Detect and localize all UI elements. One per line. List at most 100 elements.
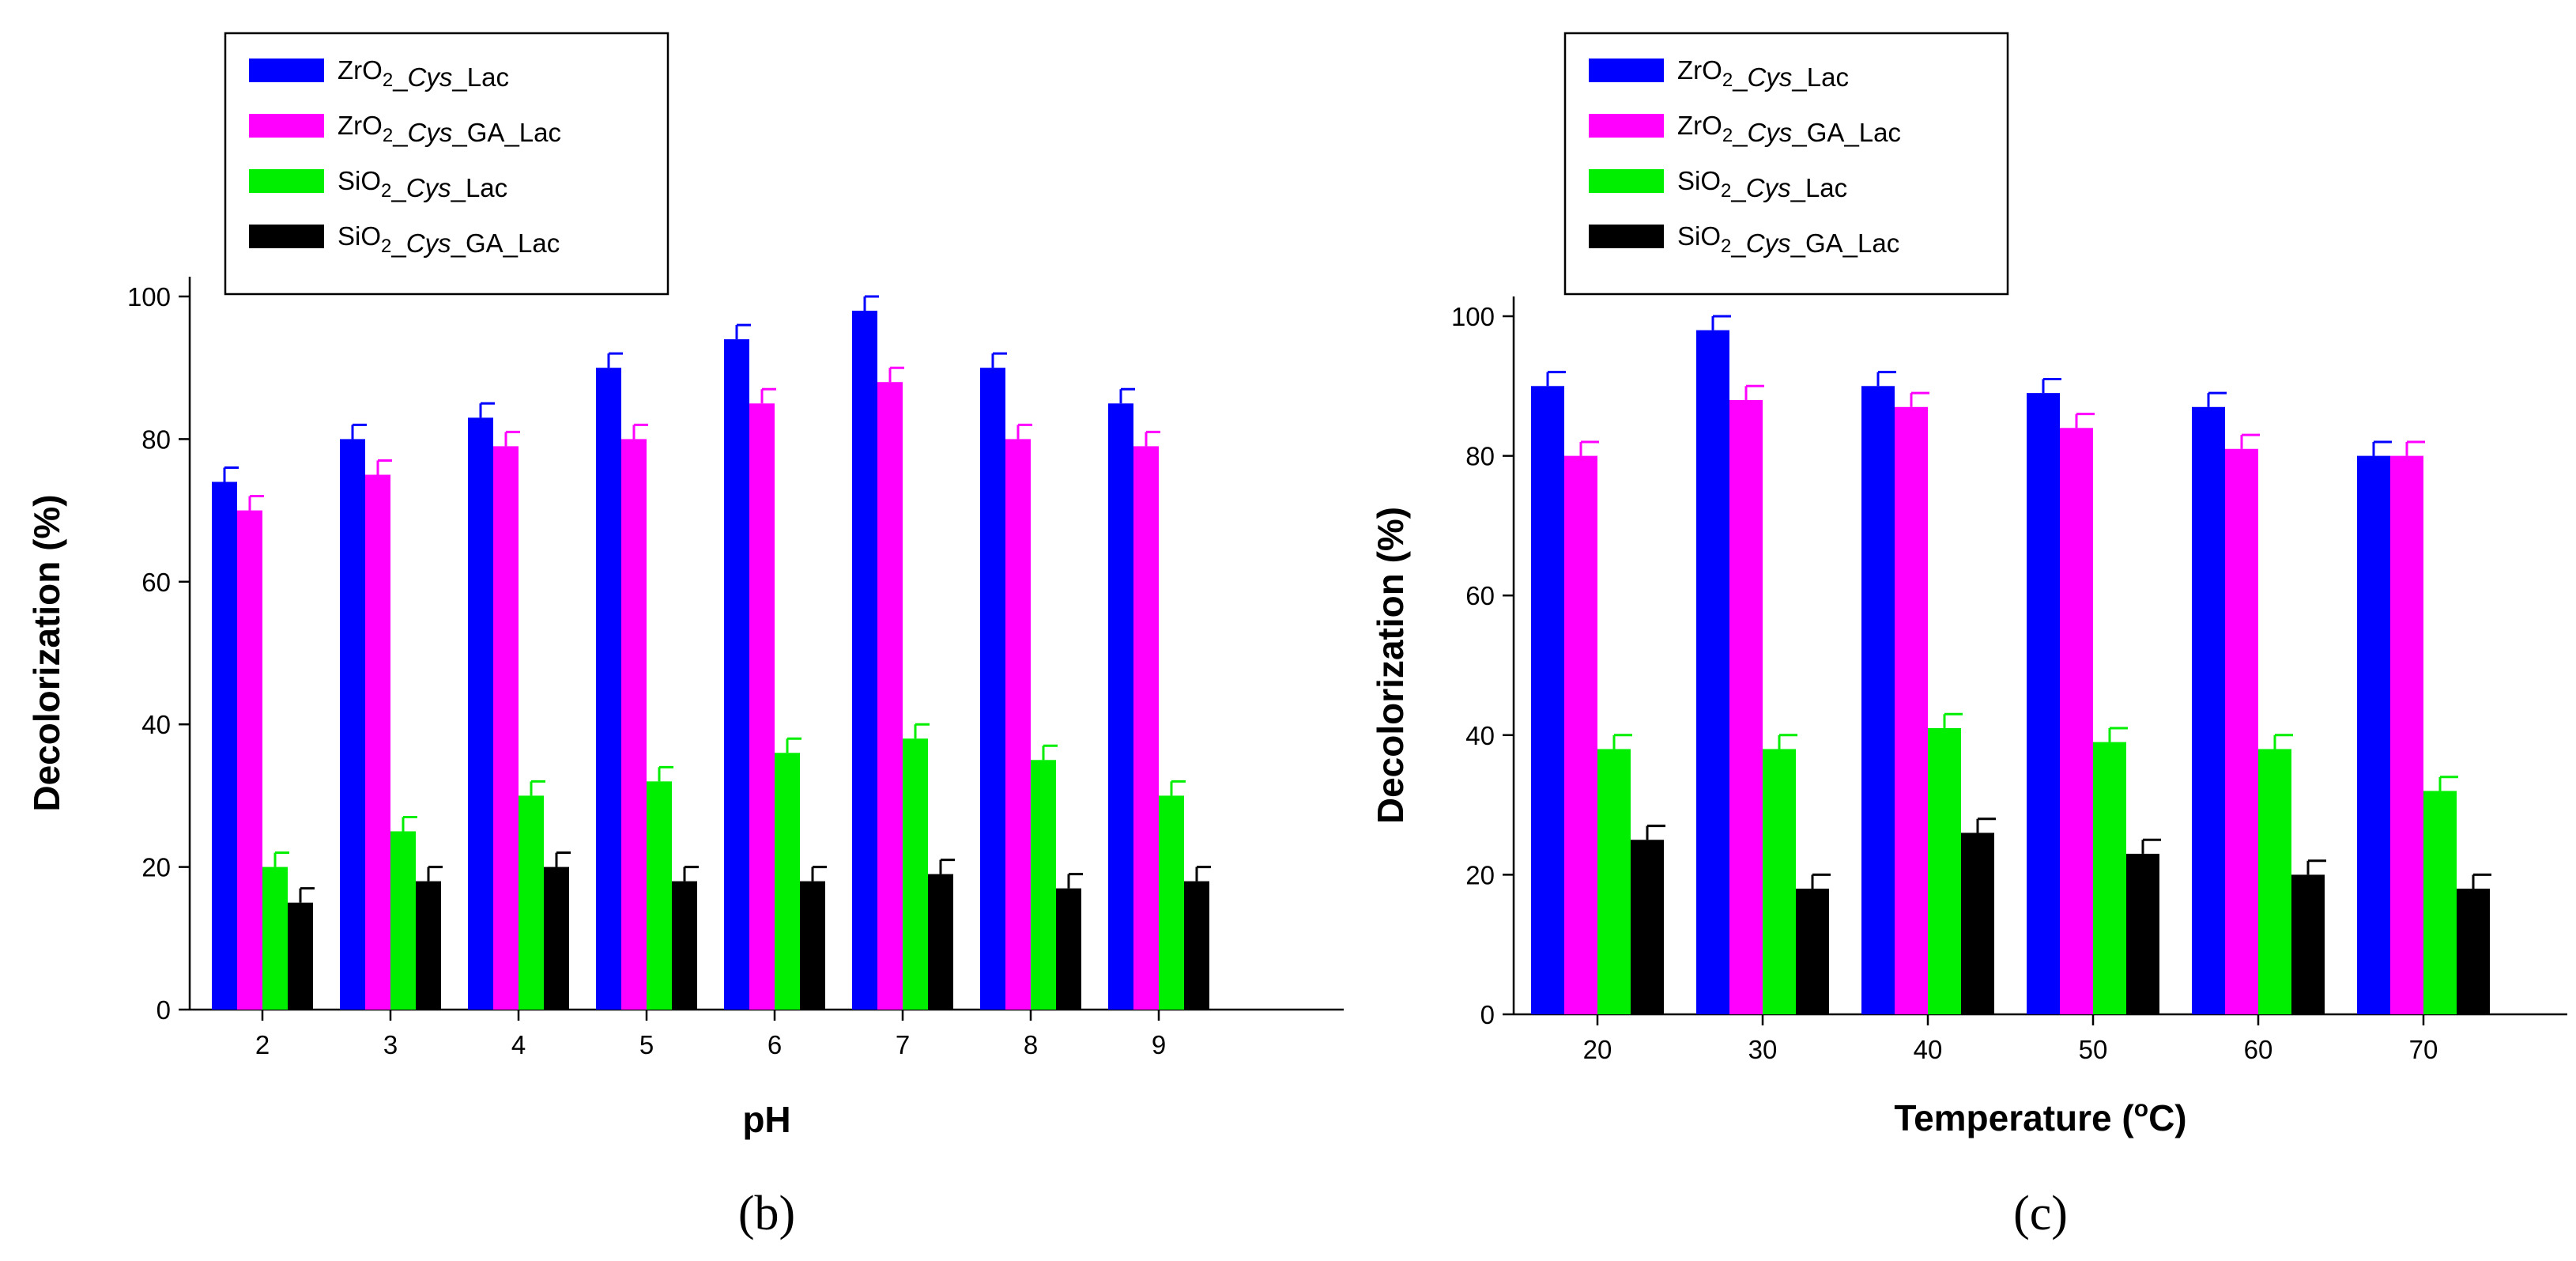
bar (724, 339, 749, 1010)
bar (365, 474, 390, 1010)
x-tick-label: 7 (896, 1030, 910, 1059)
bar (212, 481, 237, 1010)
bar (1531, 386, 1564, 1014)
panel-label: (b) (738, 1187, 795, 1240)
bar (1184, 881, 1209, 1010)
panel-label: (c) (2013, 1187, 2068, 1240)
bar (493, 446, 519, 1010)
bar (262, 866, 288, 1010)
bar (775, 753, 800, 1010)
bar (2390, 455, 2423, 1014)
bar (2126, 853, 2159, 1014)
y-tick-label: 40 (141, 710, 171, 739)
bar (1005, 439, 1031, 1010)
x-tick-label: 40 (1914, 1035, 1943, 1064)
bar (2357, 455, 2390, 1014)
bar (1108, 403, 1133, 1010)
bar (749, 403, 775, 1010)
x-tick-label: 9 (1152, 1030, 1166, 1059)
bar (1056, 888, 1081, 1010)
y-tick-label: 20 (1465, 860, 1495, 889)
bar (980, 368, 1005, 1010)
bar (2423, 791, 2457, 1014)
bar (647, 781, 672, 1010)
legend-label: ZrO2_Cys_GA_Lac (338, 111, 561, 147)
legend-label: SiO2_Cys_GA_Lac (338, 221, 560, 258)
bar (1763, 749, 1796, 1014)
bar (1696, 330, 1729, 1014)
legend-swatch (1589, 225, 1664, 248)
bar (2225, 448, 2258, 1014)
legend-box (224, 32, 669, 296)
bar (468, 417, 493, 1010)
bar (1928, 727, 1961, 1014)
bar (1729, 399, 1763, 1015)
legend-label: ZrO2_Cys_Lac (1677, 55, 1849, 92)
y-tick-label: 60 (141, 568, 171, 597)
bar (1631, 840, 1664, 1014)
legend-swatch (249, 59, 324, 82)
bar (1961, 832, 1994, 1014)
legend-swatch (249, 169, 324, 193)
legend-swatch (249, 225, 324, 248)
bar (2457, 889, 2490, 1014)
x-tick-label: 6 (768, 1030, 782, 1059)
x-axis-label: Temperature (oC) (1894, 1096, 2186, 1138)
y-tick-label: 0 (1480, 1000, 1495, 1029)
x-tick-label: 60 (2244, 1035, 2273, 1064)
bar (2258, 749, 2291, 1014)
y-axis-label: Decolorization (%) (26, 494, 67, 811)
y-tick-label: 60 (1465, 581, 1495, 610)
x-axis-label: pH (742, 1099, 790, 1140)
bar (237, 510, 262, 1010)
bar (1861, 386, 1895, 1014)
bar (2027, 393, 2060, 1014)
bar (416, 881, 441, 1010)
x-tick-label: 20 (1583, 1035, 1612, 1064)
x-tick-label: 30 (1748, 1035, 1778, 1064)
chart-panel-0: 0 20 40 60 80 100 2 3 4 5 6 7 8 9 Decolorization (%) pH… (26, 32, 1344, 1240)
x-tick-label: 5 (639, 1030, 654, 1059)
y-tick-label: 20 (141, 853, 171, 882)
bar (390, 831, 416, 1010)
bar (852, 311, 877, 1010)
bar (288, 902, 313, 1010)
bar (1796, 889, 1829, 1014)
bar (2291, 874, 2325, 1014)
bar (2192, 406, 2225, 1014)
bar (1895, 406, 1928, 1014)
bar (800, 881, 825, 1010)
y-tick-label: 80 (141, 425, 171, 454)
x-tick-label: 4 (511, 1030, 526, 1059)
x-tick-label: 8 (1024, 1030, 1038, 1059)
chart-panel-1: 0 20 40 60 80 100 20 30 40 50 60 70 Decolorization (… (1370, 32, 2567, 1240)
bar (1031, 760, 1056, 1010)
bar (596, 368, 621, 1010)
bar (903, 738, 928, 1010)
bar (1564, 455, 1597, 1014)
y-tick-label: 100 (127, 282, 171, 311)
legend-box (1563, 32, 2009, 296)
y-tick-label: 40 (1465, 721, 1495, 750)
x-tick-label: 3 (383, 1030, 398, 1059)
y-tick-label: 0 (157, 995, 171, 1025)
x-tick-label: 2 (255, 1030, 270, 1059)
legend-label: ZrO2_Cys_GA_Lac (1677, 111, 1901, 147)
bar (672, 881, 697, 1010)
legend-label: ZrO2_Cys_Lac (338, 55, 509, 92)
y-axis-label: Decolorization (%) (1370, 507, 1411, 824)
bar (2093, 742, 2126, 1014)
y-tick-label: 80 (1465, 442, 1495, 471)
y-tick-label: 100 (1451, 302, 1495, 331)
bar (519, 795, 544, 1010)
legend-label: SiO2_Cys_Lac (1677, 166, 1847, 202)
bar (544, 866, 569, 1010)
bar (1597, 749, 1631, 1014)
bar (877, 382, 903, 1010)
bar (2060, 428, 2093, 1014)
x-tick-label: 50 (2079, 1035, 2108, 1064)
legend-swatch (1589, 169, 1664, 193)
legend-label: SiO2_Cys_GA_Lac (1677, 221, 1899, 258)
legend-swatch (1589, 114, 1664, 138)
